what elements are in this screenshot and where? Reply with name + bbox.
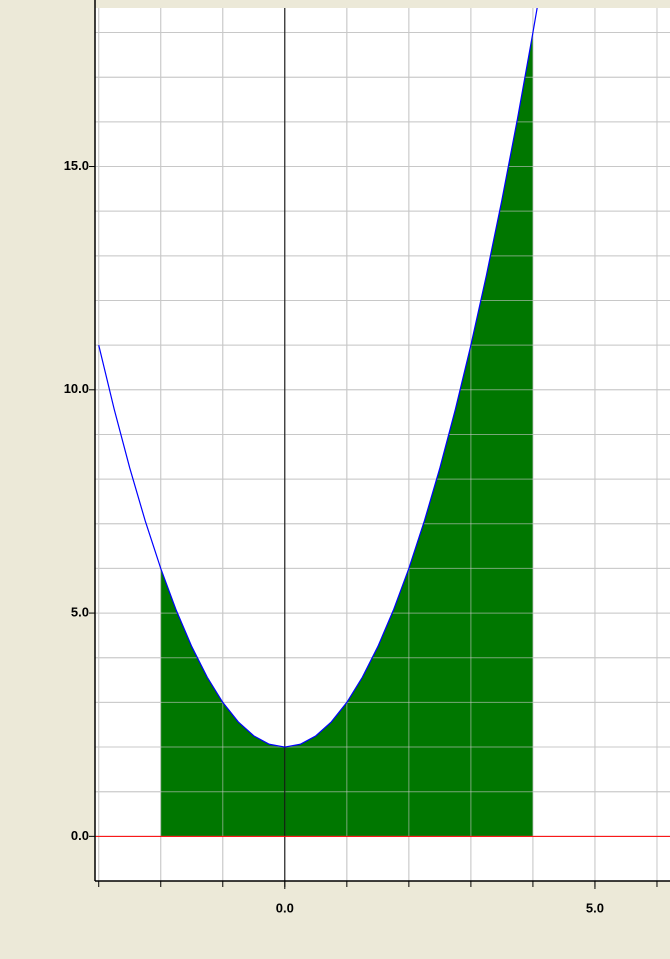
curve: [98, 8, 538, 748]
shaded-area: [160, 32, 533, 837]
y-tick-label: 10.0: [64, 381, 89, 396]
y-tick-label: 15.0: [64, 158, 89, 173]
x-tick-label: 0.0: [276, 900, 294, 915]
y-tick-label: 5.0: [71, 605, 89, 620]
x-tick-label: 5.0: [586, 900, 604, 915]
y-tick-label: 0.0: [71, 828, 89, 843]
